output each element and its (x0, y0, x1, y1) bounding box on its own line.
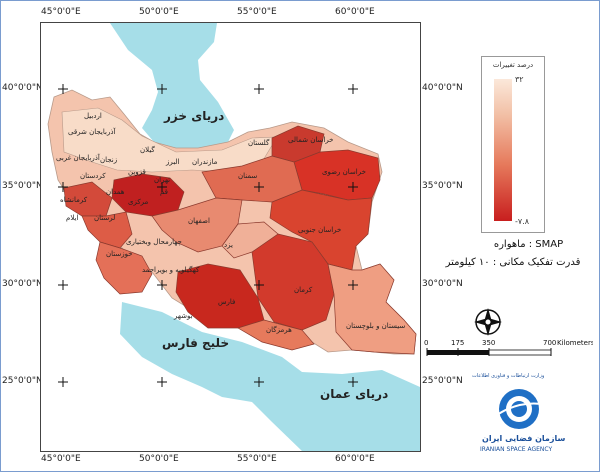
tick-left-25: 25°0'0"N (2, 376, 43, 386)
province-label: کرمانشاه (60, 196, 88, 204)
logo-name-fa: سازمان فضایی ایران (482, 434, 565, 443)
tick-bottom-50: 50°0'0"E (139, 454, 179, 464)
province-label: بوشهر (173, 312, 193, 320)
tick-top-50: 50°0'0"E (139, 7, 179, 17)
province-label: کردستان (80, 172, 106, 180)
province-label: گیلان (140, 145, 155, 154)
hormozgan-region (237, 319, 315, 351)
province-label: اصفهان (188, 217, 210, 225)
space-agency-logo: وزارت ارتباطات و فناوری اطلاعات سازمان ف… (464, 369, 574, 459)
province-label: سمنان (238, 172, 257, 180)
province-label: هرمزگان (266, 325, 292, 334)
tick-bottom-60: 60°0'0"E (335, 454, 375, 464)
sistan-region (327, 263, 417, 355)
province-label: مرکزی (128, 198, 149, 206)
scale-label-175: 175 (451, 339, 464, 347)
scale-label-700: 700 (543, 339, 556, 347)
resolution-text: قدرت تفکیک مکانی : ۱۰ کیلومتر (445, 257, 581, 268)
province-label: قم (160, 188, 168, 196)
province-label: لرستان (94, 214, 115, 222)
tick-right-40: 40°0'0"N (422, 83, 463, 93)
province-label: قزوین (128, 168, 146, 176)
north-arrow-icon (474, 308, 502, 336)
tick-right-30: 30°0'0"N (422, 279, 463, 289)
province-label: فارس (218, 298, 235, 306)
logo-name-en: IRANIAN SPACE AGENCY (480, 446, 552, 453)
tick-left-40: 40°0'0"N (2, 83, 43, 93)
satellite-text: ماهواره : SMAP (493, 239, 564, 250)
province-label: البرز (165, 158, 179, 166)
province-label: خراسان شمالی (288, 136, 334, 144)
province-label: آذربایجان غربی (56, 153, 101, 162)
legend-max-label: ۳۲ (515, 75, 524, 84)
map-panel: دریای خزر خلیج فارس دریای عمان اردبیل آذ… (40, 22, 421, 452)
kerman-region (251, 233, 335, 331)
province-label: چهارمحال وبختیاری (126, 238, 182, 246)
caspian-sea (110, 23, 234, 148)
sea-label-oman: دریای عمان (320, 387, 388, 401)
logo-ministry-text: وزارت ارتباطات و فناوری اطلاعات (472, 373, 545, 379)
sea-label-persian-gulf: خلیج فارس (162, 336, 229, 350)
scale-unit: Kilometers (557, 339, 593, 347)
province-label: گلستان (248, 138, 270, 147)
sea-label-caspian: دریای خزر (163, 109, 224, 123)
legend-color-ramp (494, 79, 512, 221)
province-label: خراسان رضوی (322, 168, 366, 176)
persian-gulf (120, 302, 420, 451)
tick-bottom-45: 45°0'0"E (41, 454, 81, 464)
scale-label-350: 350 (482, 339, 495, 347)
province-label: ایلام (66, 214, 78, 222)
legend-title: درصد تغییرات (492, 61, 534, 69)
tick-left-30: 30°0'0"N (2, 279, 43, 289)
province-label: آذربایجان شرقی (68, 127, 116, 136)
northern-band (61, 107, 278, 173)
province-label: یزد (224, 241, 233, 249)
province-label: کهگیلویه و بویراحمد (142, 265, 200, 274)
tick-right-35: 35°0'0"N (422, 181, 463, 191)
tick-right-25: 25°0'0"N (422, 376, 463, 386)
scale-label-0: 0 (424, 339, 428, 347)
legend-min-label: -۷.۸ (515, 217, 530, 226)
tick-left-35: 35°0'0"N (2, 181, 43, 191)
lorestan-region (81, 211, 133, 249)
province-label: زنجان (100, 156, 117, 164)
province-label: کرمان (294, 286, 313, 294)
tick-top-60: 60°0'0"E (335, 7, 375, 17)
khorasan-razavi-region (293, 149, 381, 201)
province-label: مازندران (192, 158, 218, 166)
tick-top-45: 45°0'0"E (41, 7, 81, 17)
province-label: همدان (106, 188, 125, 196)
yazd-region (221, 221, 279, 259)
tick-top-55: 55°0'0"E (237, 7, 277, 17)
province-label: تهران (154, 176, 170, 184)
graticule-crosses (58, 84, 358, 387)
province-label: سیستان و بلوچستان (346, 322, 405, 330)
province-label: خراسان جنوبی (298, 226, 341, 234)
khuzestan-region (95, 241, 153, 295)
khorasan-south-region (269, 189, 373, 271)
province-label: خوزستان (106, 250, 133, 258)
iran-map: دریای خزر خلیج فارس دریای عمان اردبیل آذ… (47, 23, 420, 451)
province-label: اردبیل (84, 112, 102, 120)
scale-bar: 0 175 350 700 Kilometers (423, 334, 595, 364)
tick-bottom-55: 55°0'0"E (237, 454, 277, 464)
legend: درصد تغییرات ۳۲ -۷.۸ (481, 56, 545, 233)
